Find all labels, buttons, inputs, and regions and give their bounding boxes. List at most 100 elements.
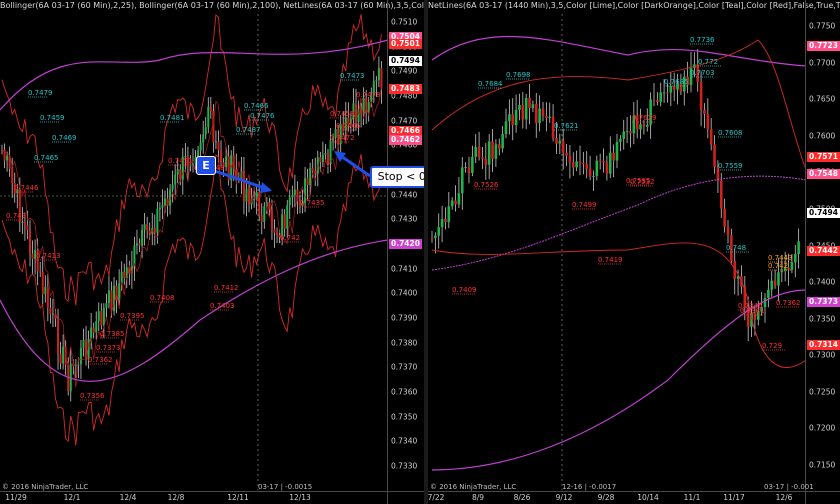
candle-body [334, 129, 337, 138]
x-tick-label: 11/1 [683, 493, 701, 502]
candle-body [143, 224, 146, 231]
price-label: 0.7435 [300, 199, 325, 207]
candle-body [534, 104, 538, 124]
price-label: 0.7459 [40, 114, 65, 122]
left-price-axis[interactable]: 0.75100.75000.74900.74800.74700.74600.74… [387, 0, 424, 504]
candle-body [375, 80, 378, 82]
bollinger-long-lower [0, 239, 389, 382]
candle-body [635, 115, 639, 130]
price-label: 0.7473 [340, 72, 365, 80]
candle-body [44, 287, 47, 294]
candle-body [349, 119, 352, 125]
candle-body [82, 339, 85, 348]
candle-body [202, 134, 205, 143]
candle-body [756, 311, 760, 320]
y-tick-label: 0.7250 [809, 387, 836, 397]
candle-body [770, 280, 774, 290]
left-time-axis[interactable]: 11/29 12/1 12/4 12/8 12/11 12/13 [0, 491, 424, 504]
y-tick-label: 0.7450 [809, 241, 835, 250]
candle-body [501, 134, 504, 149]
left-price-chart[interactable]: 0.74790.74590.74690.74650.74810.74660.74… [0, 0, 424, 504]
candle-body [595, 160, 599, 176]
bollinger-long-upper [0, 39, 389, 111]
candle-body [467, 167, 471, 173]
candle-body [619, 138, 622, 142]
price-marker: 0.7494 [389, 56, 422, 67]
candle-body [494, 144, 498, 159]
x-tick-label: 12/11 [227, 493, 249, 502]
y-tick-label: 0.7400 [391, 288, 418, 298]
price-marker: 0.7571 [807, 151, 840, 162]
candle-body [220, 150, 223, 163]
candle-body [565, 152, 568, 156]
candle-body [723, 208, 726, 227]
candle-body [296, 189, 299, 202]
price-marker: 0.7314 [807, 340, 840, 350]
price-label: 0.7419 [598, 256, 623, 264]
price-label: 0.7362 [776, 299, 801, 307]
candle-body [760, 306, 763, 312]
candle-body [51, 313, 54, 315]
price-marker: 0.7483 [389, 83, 422, 94]
x-tick-label: 11/29 [5, 493, 27, 502]
price-label: 0.7559 [718, 162, 743, 170]
price-label: 0.743 [6, 212, 26, 220]
price-label: 0.7466 [244, 102, 269, 110]
candle-body [598, 160, 602, 162]
price-label: 0.7356 [80, 392, 105, 400]
candle-body [235, 169, 238, 180]
price-marker: 0.7466 [389, 125, 422, 136]
candle-body [77, 364, 80, 366]
price-label: 0.7476 [250, 112, 275, 120]
candle-body [97, 311, 100, 322]
price-marker: 0.7501 [389, 39, 422, 50]
candle-body [189, 164, 192, 167]
price-label: 0.7478 [356, 91, 381, 99]
right-time-axis[interactable]: 7/22 8/9 8/26 9/12 9/28 10/14 11/1 11/17 12/6 [428, 491, 840, 504]
candle-body [767, 289, 770, 298]
candle-body [783, 267, 787, 271]
price-label: 0.7459 [330, 110, 355, 118]
price-label: 0.7409 [452, 286, 477, 294]
candle-body [672, 85, 676, 90]
candle-body [497, 144, 501, 149]
candle-body [477, 146, 481, 158]
candle-body [696, 64, 700, 82]
candle-body [518, 105, 521, 110]
candle-body [746, 307, 750, 327]
candle-body [176, 169, 179, 175]
price-label: 0.7532 [630, 178, 655, 186]
candle-body [444, 219, 447, 223]
candle-body [790, 262, 794, 270]
candle-body [166, 198, 169, 206]
candle-body [548, 116, 552, 119]
y-tick-label: 0.7330 [391, 461, 418, 471]
candle-body [642, 124, 646, 127]
y-tick-label: 0.7650 [809, 94, 836, 104]
candle-body [270, 209, 273, 230]
left-chart-panel[interactable]: 0.7479 0.7459 0.7469 0.7465 0.7481 0.7466 0.74… [0, 0, 424, 504]
right-price-axis[interactable]: 0.77500.77000.76500.76000.75500.75000.74… [805, 0, 840, 504]
right-cursor-readout: 03-17 | -0.001 [764, 483, 814, 491]
panel-divider[interactable] [424, 0, 428, 504]
candle-body [615, 141, 619, 161]
candle-body [174, 174, 177, 185]
candle-body [605, 162, 609, 174]
y-tick-label: 0.7430 [391, 214, 418, 224]
x-tick-label: 12/1 [63, 493, 81, 502]
candle-body [622, 131, 626, 139]
y-tick-label: 0.7480 [391, 91, 418, 101]
candle-body [115, 285, 118, 301]
right-chart-panel[interactable]: 0.7698 0.7684 0.7703 0.7685 0.7736 0.772 0.762… [428, 0, 840, 504]
price-label: 0.7526 [474, 181, 499, 189]
candle-body [204, 127, 207, 135]
candle-body [763, 297, 767, 307]
candle-body [92, 327, 95, 333]
candle-body [158, 207, 161, 210]
candle-body [209, 106, 212, 112]
candle-body [511, 114, 515, 126]
y-tick-label: 0.7350 [391, 412, 418, 422]
candle-body [217, 141, 220, 151]
candle-body [62, 346, 65, 364]
